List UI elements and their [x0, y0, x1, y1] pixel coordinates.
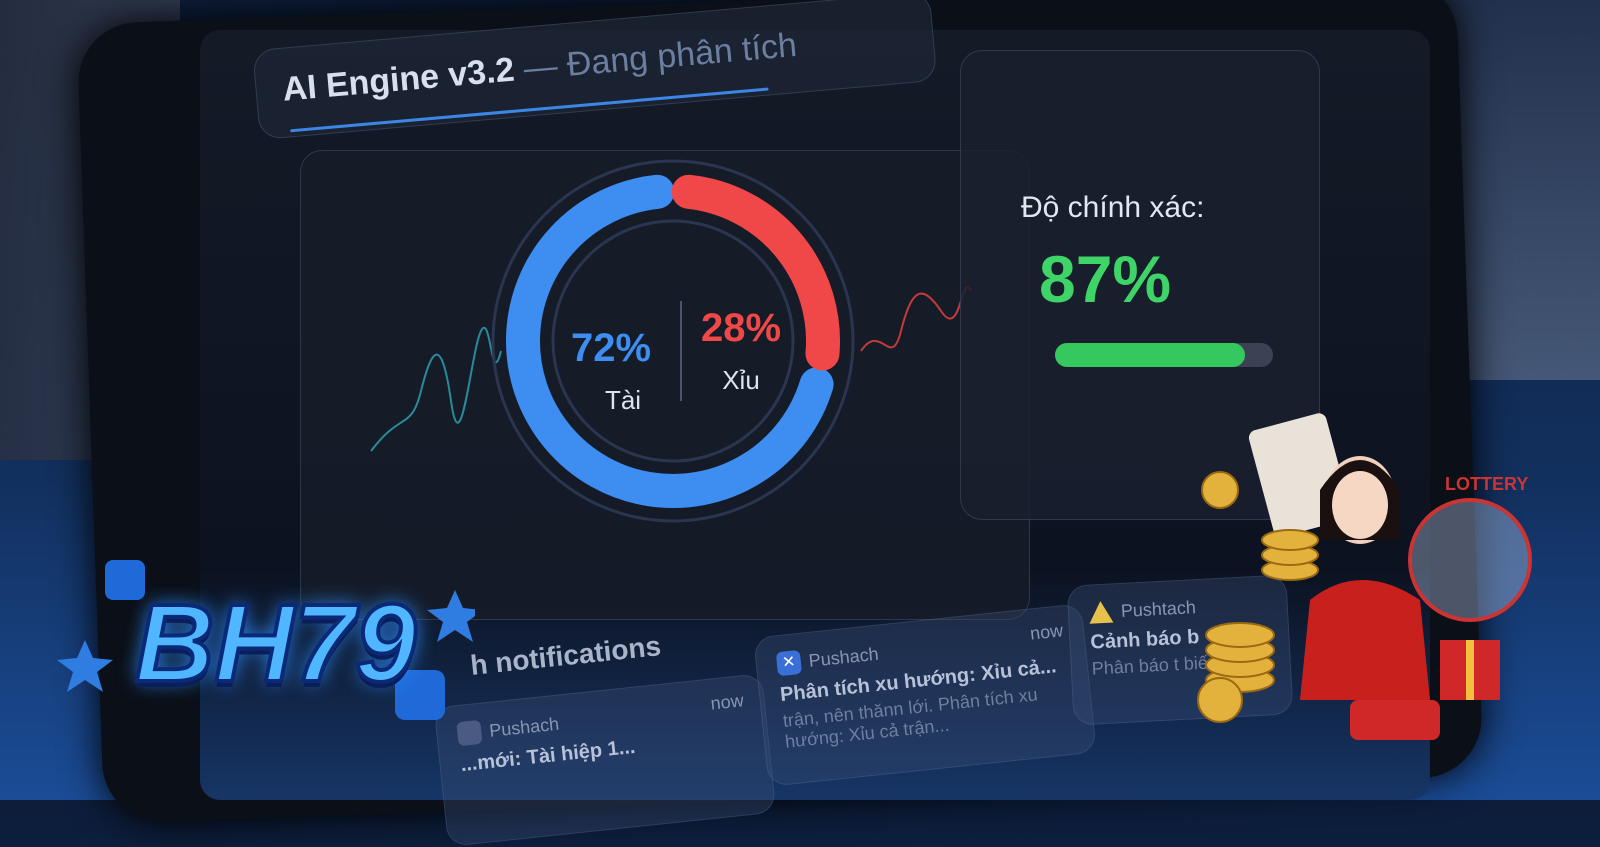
dice-icon [105, 560, 145, 600]
app-subtitle: — Đang phân tích [521, 25, 799, 88]
tai-label: Tài [605, 385, 641, 415]
accuracy-bar-fill [1055, 343, 1245, 367]
accuracy-label: Độ chính xác: [1021, 191, 1205, 224]
tai-percent: 72% [571, 326, 651, 370]
mascot-illustration: LOTTERY [1180, 380, 1540, 780]
warning-icon [1088, 600, 1114, 624]
prediction-donut: 72% Tài 28% Xỉu [370, 159, 972, 523]
donut-segment-tai [506, 174, 834, 508]
notification-app: Pushach [807, 643, 880, 671]
donut-segment-xiu [671, 174, 840, 371]
sparkline-left [370, 326, 502, 452]
accuracy-value: 87% [1039, 242, 1172, 316]
svg-text:LOTTERY: LOTTERY [1445, 474, 1528, 494]
accuracy-panel: Độ chính xác: 87% [960, 50, 1320, 520]
dice-icon [395, 670, 445, 720]
stars-decoration [57, 560, 475, 720]
xiu-label: Xỉu [722, 365, 760, 395]
notification-time: now [1029, 620, 1065, 644]
sparkline-right [860, 286, 972, 352]
xiu-percent: 28% [701, 306, 781, 350]
donut-inner-ring [551, 219, 795, 463]
brand-logo: BH79 [55, 540, 475, 740]
donut-outer-ring [491, 159, 855, 523]
notification-time: now [709, 690, 745, 714]
accuracy-bar [1055, 343, 1273, 367]
x-icon: ✕ [775, 649, 803, 677]
notification-app: Pushach [488, 713, 560, 741]
